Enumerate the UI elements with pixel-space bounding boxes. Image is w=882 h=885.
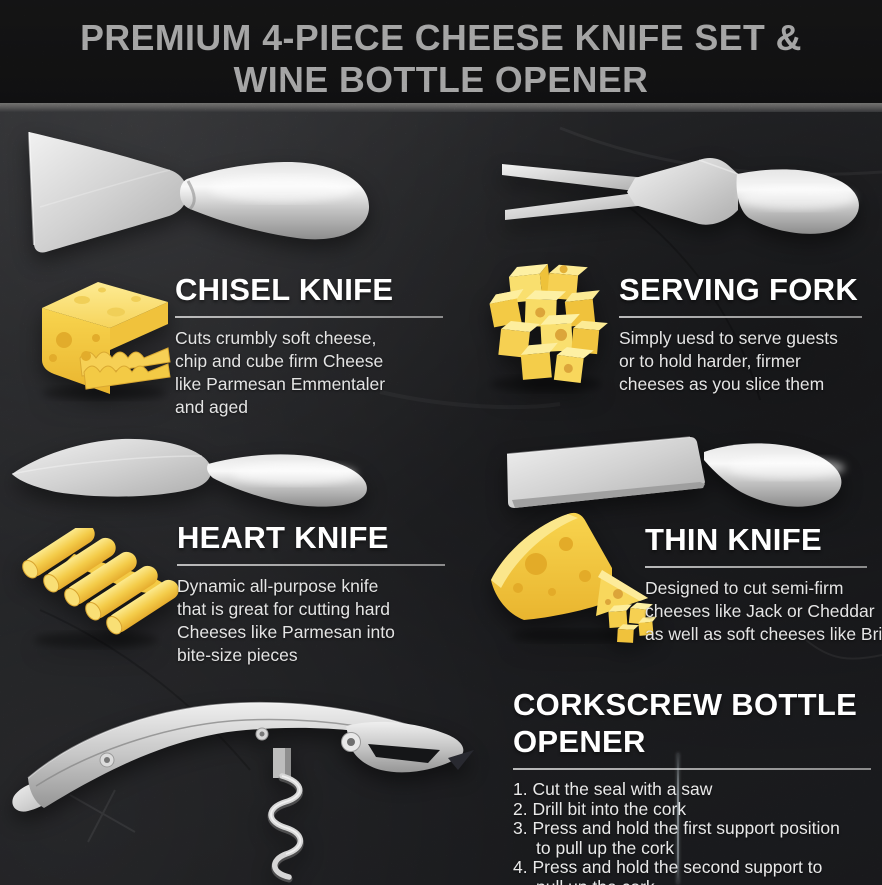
- corkscrew-title-line2: OPENER: [513, 724, 646, 759]
- serving-fork-photo: [502, 157, 859, 234]
- corkscrew-step: 1. Cut the seal with a saw: [513, 779, 713, 799]
- corkscrew-underline: [513, 768, 871, 770]
- chisel-knife-description: Cuts crumbly soft cheese, chip and cube …: [175, 328, 386, 417]
- slate-top-edge: [0, 103, 882, 112]
- thin-knife-underline: [645, 566, 867, 568]
- slate-scratch-mark: [677, 753, 679, 884]
- cheese-cubes-photo: [489, 263, 608, 392]
- header-title-line1: PREMIUM 4-PIECE CHEESE KNIFE SET &: [80, 17, 802, 58]
- corkscrew-section: CORKSCREW BOTTLE OPENER 1. Cut the seal …: [513, 686, 878, 885]
- serving-fork-section: SERVING FORK Simply uesd to serve guests…: [619, 272, 869, 396]
- thin-knife-title: THIN KNIFE: [645, 522, 822, 557]
- chisel-knife-underline: [175, 316, 443, 318]
- heart-knife-section: HEART KNIFE Dynamic all-purpose knife th…: [177, 520, 447, 667]
- cheese-rolls-photo: [22, 528, 179, 648]
- corkscrew-step: 2. Drill bit into the cork: [513, 798, 687, 819]
- corkscrew-steps-list: 1. Cut the seal with a saw 2. Drill bit …: [513, 779, 878, 885]
- chisel-knife-title: CHISEL KNIFE: [175, 272, 394, 307]
- corkscrew-title-line1: CORKSCREW BOTTLE: [513, 687, 858, 722]
- serving-fork-underline: [619, 316, 862, 318]
- heart-knife-underline: [177, 564, 445, 566]
- serving-fork-description: Simply uesd to serve guests or to hold h…: [619, 328, 838, 394]
- thin-knife-description: Designed to cut semi-firm cheeses like J…: [645, 578, 882, 644]
- heart-knife-title: HEART KNIFE: [177, 520, 389, 555]
- chisel-knife-photo: [28, 131, 370, 253]
- corkscrew-step: 4. Press and hold the second support to …: [513, 857, 823, 885]
- serving-fork-title: SERVING FORK: [619, 272, 859, 307]
- heart-knife-description: Dynamic all-purpose knife that is great …: [177, 576, 395, 665]
- chisel-knife-section: CHISEL KNIFE Cuts crumbly soft cheese, c…: [175, 272, 445, 419]
- cheese-wedge-photo: [491, 512, 657, 643]
- header-title-line2: WINE BOTTLE OPENER: [233, 59, 649, 100]
- swiss-cheese-block-photo: [42, 282, 171, 400]
- corkscrew-step: 3. Press and hold the first support posi…: [513, 818, 840, 858]
- heart-knife-photo: [11, 438, 367, 507]
- corkscrew-bottle-opener-photo: [12, 701, 474, 883]
- thin-knife-section: THIN KNIFE Designed to cut semi-firm che…: [645, 522, 882, 646]
- header-banner: PREMIUM 4-PIECE CHEESE KNIFE SET & WINE …: [0, 0, 882, 103]
